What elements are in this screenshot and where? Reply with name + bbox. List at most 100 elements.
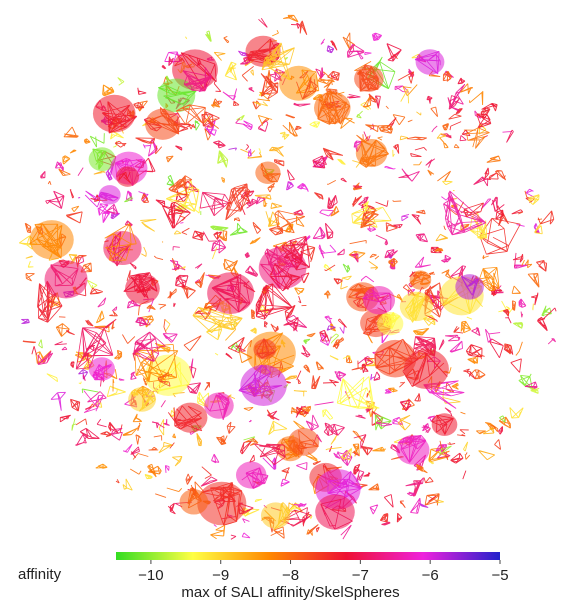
cluster bbox=[443, 124, 449, 130]
cluster bbox=[259, 246, 307, 289]
cluster-edges bbox=[386, 223, 397, 232]
cluster bbox=[531, 293, 538, 305]
cluster-edges bbox=[271, 324, 279, 332]
cluster-edges bbox=[205, 128, 211, 140]
cluster-edges bbox=[94, 171, 106, 174]
cluster bbox=[437, 171, 450, 181]
colorbar-tick-label: −8 bbox=[282, 567, 299, 584]
cluster-edges bbox=[399, 382, 404, 387]
cluster-edges bbox=[63, 156, 70, 164]
cluster-edges bbox=[517, 225, 525, 227]
cluster bbox=[264, 321, 267, 327]
network-plot bbox=[0, 0, 581, 550]
cluster-edges bbox=[122, 335, 134, 344]
cluster bbox=[300, 21, 307, 35]
cluster-edges bbox=[465, 454, 470, 459]
cluster-edges bbox=[350, 240, 367, 243]
cluster bbox=[386, 106, 389, 109]
cluster-edges bbox=[180, 223, 183, 224]
cluster bbox=[224, 36, 229, 43]
cluster bbox=[394, 144, 399, 153]
cluster-edges bbox=[32, 346, 37, 355]
cluster-edges bbox=[250, 238, 260, 245]
cluster-edges bbox=[400, 136, 408, 140]
cluster bbox=[505, 317, 511, 324]
cluster-edges bbox=[416, 234, 428, 242]
cluster-edges bbox=[109, 422, 119, 433]
cluster-edges bbox=[70, 150, 76, 153]
cluster bbox=[306, 415, 318, 431]
cluster bbox=[213, 141, 225, 148]
cluster bbox=[439, 340, 444, 350]
cluster bbox=[415, 257, 431, 267]
cluster bbox=[319, 245, 325, 258]
cluster-edges bbox=[48, 181, 51, 185]
cluster-edges bbox=[460, 430, 469, 434]
cluster-edges bbox=[295, 288, 305, 295]
cluster-edges bbox=[427, 96, 432, 103]
cluster bbox=[431, 107, 438, 117]
cluster bbox=[411, 153, 422, 156]
cluster-edges bbox=[538, 317, 548, 331]
cluster-edges bbox=[170, 291, 172, 298]
cluster bbox=[119, 379, 124, 381]
cluster bbox=[466, 452, 467, 454]
cluster bbox=[377, 312, 403, 335]
cluster-edges bbox=[444, 226, 446, 230]
cluster bbox=[182, 228, 190, 234]
cluster bbox=[206, 31, 212, 42]
cluster bbox=[337, 377, 379, 409]
cluster bbox=[396, 435, 429, 465]
cluster bbox=[516, 342, 522, 356]
cluster-edges bbox=[109, 311, 117, 316]
cluster bbox=[101, 432, 111, 437]
cluster bbox=[136, 435, 141, 445]
cluster-edges bbox=[439, 340, 444, 350]
cluster bbox=[466, 345, 482, 357]
cluster bbox=[331, 434, 337, 444]
cluster-fill bbox=[363, 286, 395, 314]
cluster bbox=[542, 306, 552, 316]
cluster bbox=[26, 274, 35, 281]
cluster bbox=[41, 171, 45, 178]
cluster-fill bbox=[207, 272, 254, 314]
cluster bbox=[457, 434, 465, 436]
cluster-edges bbox=[469, 372, 470, 376]
cluster bbox=[372, 447, 386, 451]
cluster-edges bbox=[169, 57, 174, 66]
cluster-edges bbox=[195, 264, 202, 269]
cluster bbox=[316, 527, 319, 532]
cluster-edges bbox=[145, 475, 153, 479]
cluster bbox=[299, 296, 301, 303]
cluster-edges bbox=[251, 328, 257, 334]
cluster bbox=[304, 339, 310, 344]
cluster bbox=[453, 84, 464, 104]
cluster bbox=[215, 353, 218, 355]
cluster-edges bbox=[291, 23, 300, 29]
cluster-edges bbox=[60, 415, 70, 422]
cluster bbox=[147, 305, 156, 310]
cluster-edges bbox=[113, 379, 114, 392]
cluster bbox=[174, 231, 181, 234]
cluster bbox=[105, 319, 116, 328]
cluster bbox=[298, 379, 301, 383]
cluster bbox=[416, 210, 425, 214]
cluster bbox=[214, 81, 221, 92]
cluster bbox=[28, 261, 33, 267]
cluster bbox=[107, 386, 126, 397]
cluster bbox=[195, 264, 202, 269]
cluster-edges bbox=[165, 319, 170, 330]
cluster-edges bbox=[304, 339, 310, 344]
cluster-edges bbox=[376, 200, 389, 206]
cluster-edges bbox=[228, 337, 244, 352]
cluster-edges bbox=[450, 341, 463, 352]
cluster-edges bbox=[422, 423, 429, 431]
cluster bbox=[310, 122, 320, 128]
cluster bbox=[512, 286, 520, 293]
cluster-edges bbox=[222, 177, 225, 182]
cluster-edges bbox=[325, 316, 332, 325]
cluster-edges bbox=[285, 376, 297, 380]
cluster-edges bbox=[119, 379, 124, 381]
cluster-edges bbox=[280, 132, 289, 140]
cluster bbox=[470, 91, 483, 105]
